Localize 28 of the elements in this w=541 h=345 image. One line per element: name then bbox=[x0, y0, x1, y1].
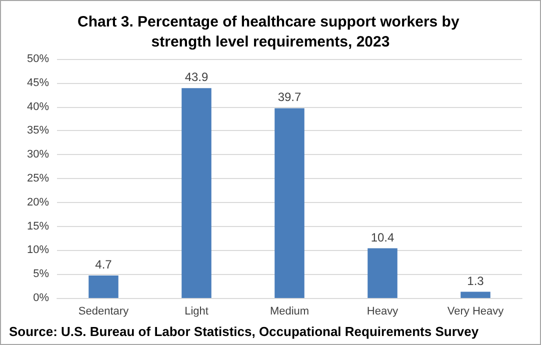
y-tick-label: 50% bbox=[26, 53, 50, 65]
bar bbox=[274, 108, 304, 298]
y-tick-label: 5% bbox=[33, 268, 50, 280]
y-tick-label: 45% bbox=[26, 76, 50, 89]
y-tick-label: 40% bbox=[26, 100, 50, 113]
bar bbox=[182, 88, 212, 298]
x-tick-label: Medium bbox=[270, 306, 310, 318]
y-tick-label: 15% bbox=[26, 220, 50, 232]
data-label: 10.4 bbox=[370, 230, 394, 244]
data-label: 1.3 bbox=[467, 274, 484, 288]
data-label: 43.9 bbox=[184, 70, 208, 84]
x-tick-label: Heavy bbox=[366, 306, 399, 318]
bar bbox=[88, 276, 118, 298]
y-tick-label: 20% bbox=[26, 196, 50, 208]
y-tick-label: 30% bbox=[26, 148, 50, 161]
y-tick-label: 35% bbox=[26, 124, 50, 137]
data-label: 39.7 bbox=[278, 90, 302, 104]
bar bbox=[460, 292, 490, 298]
y-tick-label: 0% bbox=[33, 292, 50, 304]
chart-title: Chart 3. Percentage of healthcare support workers by strength level requirements, 2023 bbox=[78, 14, 464, 50]
data-label: 4.7 bbox=[95, 258, 112, 272]
source-note: Source: U.S. Bureau of Labor Statistics, Occupational Requirements Survey bbox=[9, 324, 480, 339]
y-tick-label: 10% bbox=[26, 244, 50, 256]
x-tick-label: Light bbox=[184, 306, 208, 318]
bar bbox=[368, 248, 398, 298]
y-tick-label: 25% bbox=[26, 172, 50, 184]
x-tick-label: Sedentary bbox=[78, 306, 130, 318]
x-tick-label: Very Heavy bbox=[447, 306, 504, 318]
